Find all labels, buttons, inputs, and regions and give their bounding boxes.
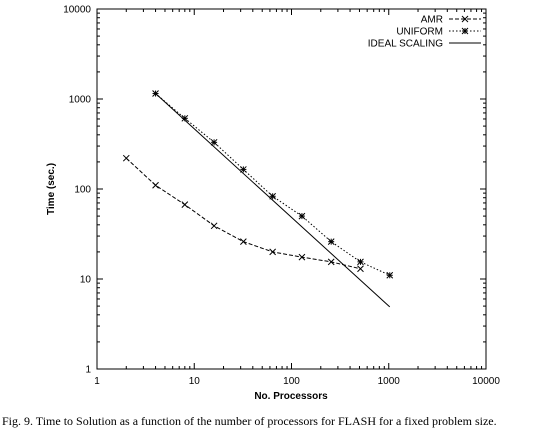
series-line-ideal-scaling (155, 93, 391, 308)
data-point-uniform (210, 138, 218, 146)
axis-ticks: 1 10 100 1000 10000 1 10 100 1000 10000 (63, 5, 500, 388)
x-axis-label: No. Processors (254, 391, 328, 402)
data-point-uniform (386, 271, 394, 279)
legend-marker-uniform (461, 27, 469, 35)
data-point-amr (269, 248, 277, 256)
data-point-uniform (357, 258, 364, 266)
chart: 1 10 100 1000 10000 1 10 100 1000 10000 AMRUNIFOR… (46, 5, 500, 403)
y-tick-label: 10000 (63, 5, 91, 16)
x-tick-label: 1000 (378, 376, 401, 387)
data-point-amr (152, 181, 159, 189)
figure-caption: Fig. 9. Time to Solution as a function o… (2, 414, 497, 428)
series-line-uniform (155, 93, 390, 276)
series-layer (122, 90, 394, 308)
data-point-amr (357, 265, 364, 273)
data-point-uniform (298, 212, 306, 220)
y-axis-label: Time (sec.) (46, 163, 57, 215)
data-point-amr (298, 253, 306, 261)
x-tick-label: 10000 (472, 376, 500, 387)
y-tick-label: 10 (80, 275, 92, 286)
series-line-amr (125, 157, 361, 270)
data-point-amr (240, 238, 247, 246)
legend-label-ideal-scaling: IDEAL SCALING (368, 39, 443, 50)
data-point-uniform (327, 238, 335, 246)
legend-marker-amr (461, 15, 469, 23)
data-point-amr (327, 258, 335, 266)
plot-frame (96, 8, 487, 370)
x-tick-label: 10 (189, 376, 201, 387)
x-tick-label: 1 (94, 376, 100, 387)
data-point-amr (122, 154, 130, 162)
data-point-amr (210, 222, 218, 230)
data-point-amr (181, 201, 189, 209)
legend-label-amr: AMR (421, 15, 443, 26)
y-tick-label: 1000 (69, 95, 92, 106)
x-tick-label: 100 (283, 376, 300, 387)
y-tick-label: 100 (74, 185, 91, 196)
y-tick-label: 1 (85, 365, 91, 376)
legend-label-uniform: UNIFORM (396, 27, 443, 38)
